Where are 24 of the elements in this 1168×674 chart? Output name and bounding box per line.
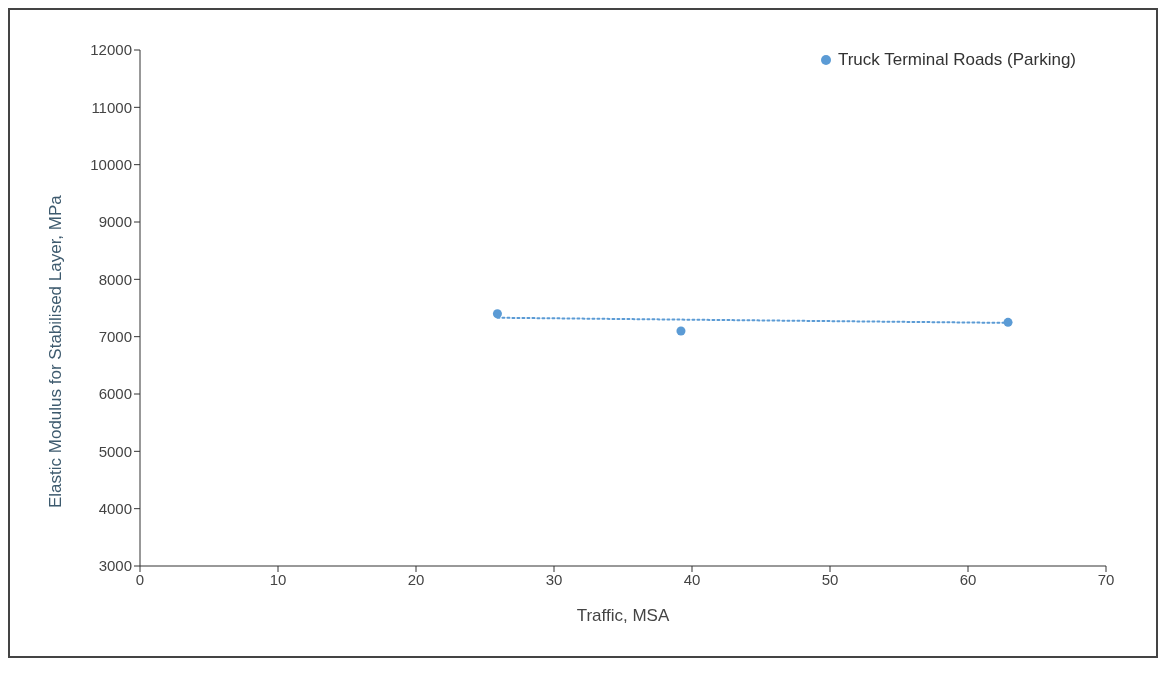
y-axis-title: Elastic Modulus for Stabilised Layer, MPa <box>46 194 66 508</box>
x-tick-label: 0 <box>135 570 145 588</box>
y-tick-label: 10000 <box>90 155 132 173</box>
x-tick-label: 70 <box>1097 570 1115 588</box>
y-tick-label: 11000 <box>91 98 132 116</box>
y-tick-label: 7000 <box>98 327 132 345</box>
x-tick-label: 20 <box>407 570 425 588</box>
y-tick-label: 6000 <box>98 385 132 403</box>
x-axis-title: Traffic, MSA <box>576 606 670 625</box>
x-tick-label: 40 <box>683 570 701 588</box>
x-tick-label: 50 <box>821 570 839 588</box>
point <box>492 309 502 319</box>
y-tick-label: 12000 <box>90 41 132 59</box>
point <box>1003 317 1013 327</box>
y-tick-label: 9000 <box>98 213 132 231</box>
x-tick-label: 60 <box>959 570 977 588</box>
x-tick-label: 30 <box>545 570 563 588</box>
y-tick-label: 8000 <box>98 270 132 288</box>
point <box>676 326 686 336</box>
y-tick-label: 4000 <box>98 499 132 517</box>
y-tick-label: 5000 <box>98 442 132 460</box>
x-tick-label: 10 <box>269 570 287 588</box>
legend-label: Truck Terminal Roads (Parking) <box>837 50 1076 70</box>
y-tick-label: 3000 <box>98 557 132 575</box>
